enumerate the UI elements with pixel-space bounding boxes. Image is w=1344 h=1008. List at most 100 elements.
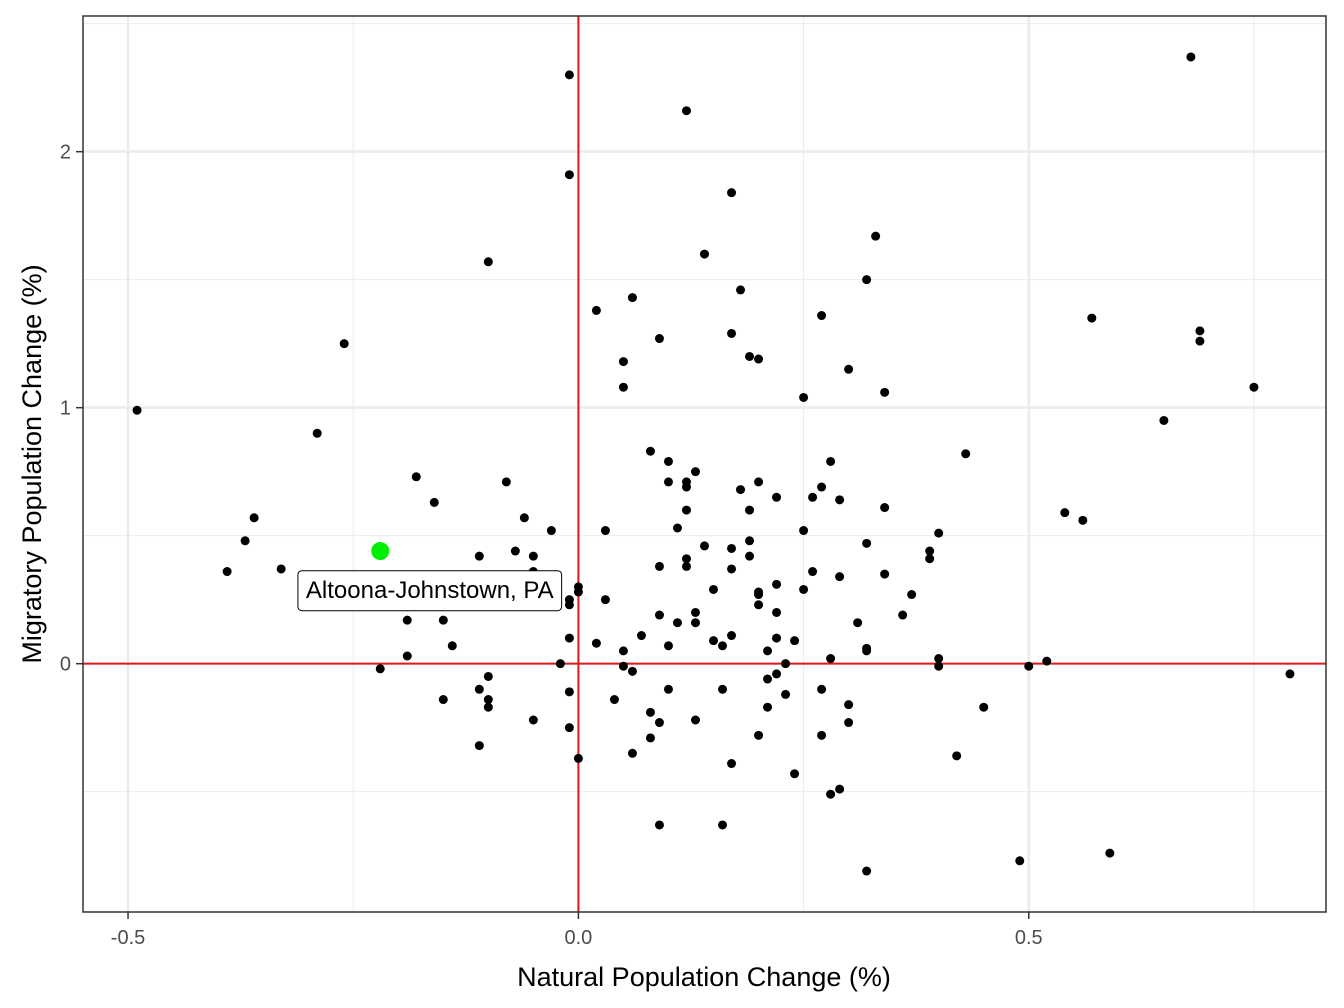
data-point (555, 659, 565, 669)
data-point (447, 641, 457, 651)
data-point (907, 590, 917, 600)
data-point (1078, 515, 1088, 525)
data-point (618, 661, 628, 671)
data-point (690, 607, 700, 617)
x-axis-title: Natural Population Change (%) (517, 962, 891, 992)
y-tick-label: 0 (60, 654, 71, 676)
data-point (1060, 508, 1070, 518)
data-point (591, 638, 601, 648)
data-point (510, 546, 520, 556)
data-point (799, 584, 809, 594)
data-point (952, 751, 962, 761)
data-point (681, 106, 691, 116)
x-tick-label: 0.0 (564, 927, 592, 949)
data-point (844, 364, 854, 374)
data-point (835, 784, 845, 794)
data-point (862, 275, 872, 285)
data-point (1015, 856, 1025, 866)
data-point (700, 249, 709, 259)
data-point (1087, 313, 1097, 323)
annotation-label: Altoona-Johnstown, PA (306, 577, 554, 604)
data-point (763, 702, 773, 712)
data-point (654, 561, 664, 571)
data-point (835, 572, 845, 582)
data-point (627, 748, 637, 758)
plot-panel-background (83, 16, 1326, 912)
data-point (781, 659, 791, 669)
data-point (718, 684, 728, 694)
data-point (745, 551, 755, 561)
data-point (681, 561, 691, 571)
data-point (934, 661, 944, 671)
data-point (772, 669, 782, 679)
data-point (754, 730, 764, 740)
data-point (645, 446, 655, 456)
data-point (528, 715, 538, 725)
data-point (564, 70, 574, 80)
data-point (1195, 326, 1205, 336)
data-point (808, 567, 818, 577)
data-point (564, 633, 574, 643)
data-point (844, 718, 854, 728)
data-point (573, 753, 583, 763)
data-point (672, 523, 682, 533)
data-point (736, 485, 746, 495)
data-point (1195, 336, 1205, 346)
data-point (727, 188, 737, 198)
data-point (763, 674, 773, 684)
data-point (249, 513, 259, 523)
data-point (979, 702, 989, 712)
data-point (790, 636, 800, 646)
y-tick-label: 1 (60, 398, 71, 420)
data-point (339, 339, 349, 349)
data-point (681, 554, 691, 564)
data-point (826, 789, 836, 799)
data-point (654, 820, 664, 830)
data-point (1249, 382, 1259, 392)
data-point (573, 587, 583, 597)
data-point (808, 492, 818, 502)
data-point (880, 503, 890, 513)
data-point (772, 607, 782, 617)
data-point (501, 477, 511, 487)
data-point (438, 615, 448, 625)
y-axis: 0 1 2 (60, 142, 83, 676)
data-point (844, 700, 854, 710)
data-point (961, 449, 971, 459)
data-point (754, 600, 764, 610)
data-point (790, 769, 800, 779)
data-point (925, 546, 935, 556)
data-point (645, 733, 655, 743)
data-point (880, 387, 890, 397)
data-point (1024, 661, 1034, 671)
data-point (681, 505, 691, 515)
data-point (727, 328, 737, 338)
data-point (781, 689, 791, 699)
data-point (727, 759, 737, 769)
data-point (663, 477, 673, 487)
data-point (654, 718, 664, 728)
data-point (754, 590, 764, 600)
highlight-group: Altoona-Johnstown, PA (297, 542, 563, 612)
data-point (564, 170, 574, 180)
data-point (276, 564, 286, 574)
x-axis: -0.5 0.0 0.5 (111, 912, 1043, 949)
data-point (1159, 415, 1169, 425)
data-point (654, 334, 664, 344)
data-point (591, 305, 601, 315)
y-tick-label: 2 (60, 142, 71, 164)
data-point (132, 405, 142, 415)
data-point (663, 456, 673, 466)
data-point (483, 257, 493, 267)
data-point (754, 354, 764, 364)
data-point (862, 866, 872, 876)
data-point (799, 526, 809, 536)
data-point (934, 654, 944, 664)
data-point (862, 538, 872, 548)
data-point (564, 600, 574, 610)
data-point (240, 536, 250, 546)
data-point (564, 687, 574, 697)
x-tick-label: 0.5 (1015, 927, 1043, 949)
data-point (222, 567, 232, 577)
data-point (672, 618, 682, 628)
